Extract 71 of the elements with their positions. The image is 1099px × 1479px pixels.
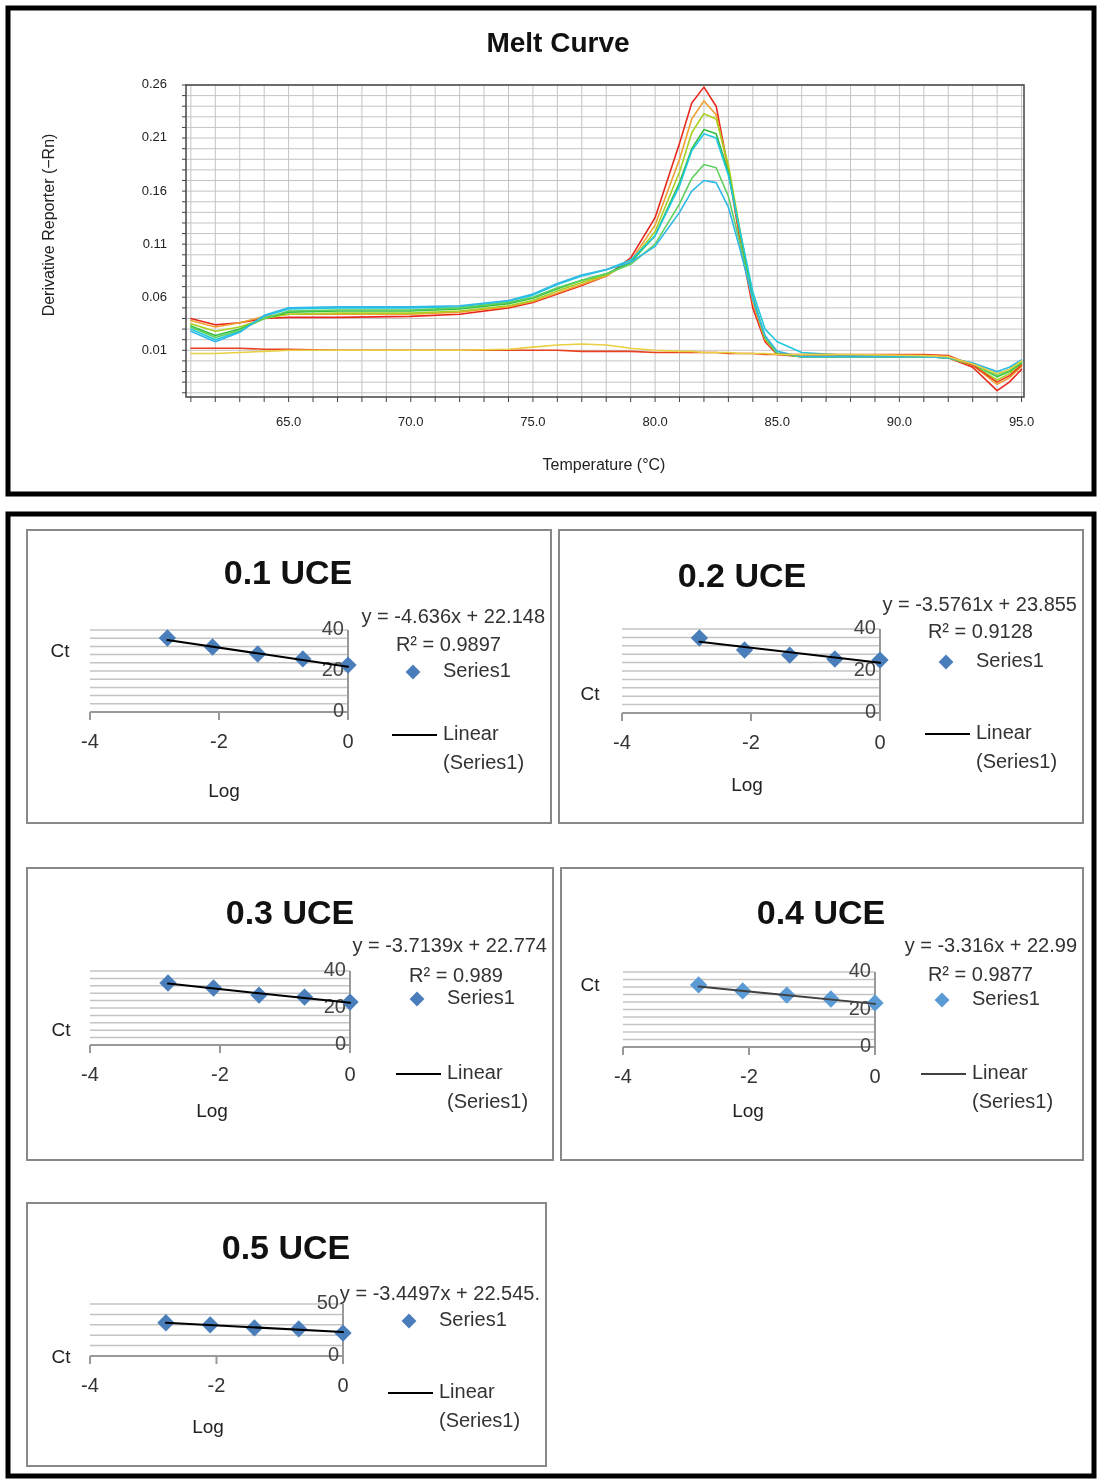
chart-title: 0.2 UCE [677, 555, 807, 594]
y-tick-label: 0.06 [141, 288, 167, 304]
text: R² = 0.9897 [395, 633, 501, 656]
legend-label: Series1 [972, 987, 1040, 1010]
x-tick-label: -2 [742, 731, 760, 754]
y-tick-label: 0.01 [141, 341, 167, 357]
legend-label: Series1 [447, 986, 515, 1009]
y-axis-title: Ct [580, 683, 601, 705]
x-tick-label: 80.0 [642, 414, 668, 430]
x-tick-label: -2 [210, 730, 228, 753]
y-tick-label: 50 [316, 1291, 339, 1314]
text: y = -3.316x + 22.99 [904, 934, 1077, 957]
text: y = -3.7139x + 22.774 [352, 934, 547, 957]
x-axis-title: Log [196, 1100, 228, 1122]
x-tick-label: 85.0 [764, 414, 790, 430]
y-tick-label: 40 [853, 616, 876, 639]
y-tick-label: 0 [332, 699, 344, 722]
text: R² = 0.9128 [927, 620, 1033, 643]
x-axis-title: Temperature (°C) [542, 456, 666, 474]
y-tick-label: 0 [859, 1034, 871, 1057]
legend-label: Series1 [976, 649, 1044, 672]
y-axis-title: Ct [51, 1019, 72, 1041]
x-tick-label: -2 [207, 1374, 226, 1397]
x-tick-label: -4 [81, 1374, 99, 1397]
x-tick-label: -4 [613, 731, 631, 754]
y-tick-label: 0 [334, 1032, 346, 1055]
x-tick-label: -4 [81, 1063, 99, 1086]
x-tick-label: 75.0 [520, 414, 546, 430]
x-tick-label: -2 [740, 1065, 758, 1088]
chart-title: 0.4 UCE [756, 892, 886, 931]
x-axis-title: Log [732, 1100, 764, 1122]
annotation: y = -3.4497x + 22.545. [339, 1282, 540, 1305]
y-tick-label: 0 [327, 1343, 339, 1366]
chart-title: Melt Curve [486, 27, 630, 59]
x-tick-label: -4 [614, 1065, 632, 1088]
legend-label: Series1 [439, 1308, 507, 1331]
legend-label: Linear (Series1) [972, 1061, 1054, 1113]
y-tick-label: 0.16 [141, 182, 167, 198]
text: R² = 0.9877 [927, 963, 1033, 986]
legend-label: Linear (Series1) [439, 1380, 521, 1432]
y-tick-label: 0.26 [141, 76, 167, 92]
y-axis-title: Derivative Reporter (−Rn) [40, 133, 58, 317]
x-axis-title: Log [731, 774, 763, 796]
chart-title: 0.3 UCE [225, 892, 355, 931]
text: y = -3.5761x + 23.855 [882, 593, 1077, 616]
x-tick-label: 90.0 [886, 414, 913, 430]
x-tick-label: 70.0 [398, 414, 424, 430]
text: R² = 0.989 [409, 964, 503, 987]
x-tick-label: 65.0 [275, 414, 302, 430]
y-tick-label: 40 [848, 959, 871, 982]
y-axis-title: Ct [50, 640, 71, 662]
chart-title: 0.1 UCE [223, 552, 353, 591]
text: y = -4.636x + 22.148 [361, 605, 545, 628]
y-tick-label: 20 [853, 658, 876, 681]
y-tick-label: 40 [323, 958, 346, 981]
legend-label: Linear (Series1) [447, 1061, 529, 1113]
y-tick-label: 0 [864, 700, 876, 723]
y-tick-label: 0.11 [142, 235, 167, 251]
x-axis-title: Log [192, 1416, 224, 1438]
chart-title: 0.5 UCE [221, 1227, 351, 1266]
legend-label: Linear (Series1) [443, 722, 525, 774]
y-tick-label: 0.21 [141, 129, 167, 145]
y-axis-title: Ct [580, 974, 601, 996]
y-tick-label: 40 [321, 617, 344, 640]
legend-label: Series1 [443, 659, 511, 682]
y-axis-title: Ct [51, 1346, 72, 1368]
x-axis-title: Log [208, 780, 240, 802]
legend-label: Linear (Series1) [976, 721, 1058, 773]
x-tick-label: -2 [211, 1063, 229, 1086]
x-tick-label: 95.0 [1008, 414, 1035, 430]
x-tick-label: -4 [81, 730, 99, 753]
